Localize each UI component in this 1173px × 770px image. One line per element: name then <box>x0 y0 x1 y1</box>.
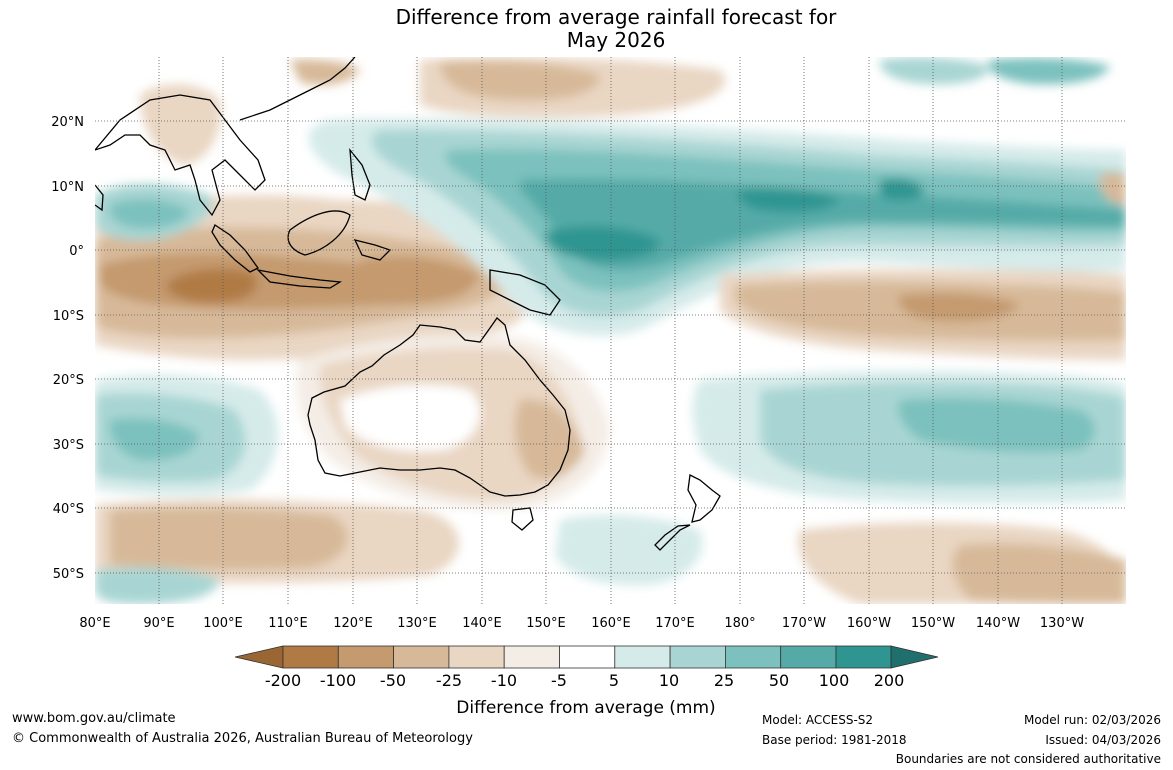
lon-label: 170°E <box>655 616 695 631</box>
colorbar-cell <box>614 645 671 669</box>
colorbar-cell <box>448 645 505 669</box>
lon-label: 90°E <box>143 616 174 631</box>
lon-label: 120°E <box>333 616 373 631</box>
lon-label: 100°E <box>203 616 243 631</box>
colorbar-cell <box>234 645 284 669</box>
colorbar-cell <box>282 645 339 669</box>
colorbar-tick-label: -100 <box>320 671 356 690</box>
lon-label: 130°E <box>397 616 437 631</box>
lon-label: 140°E <box>462 616 502 631</box>
colorbar-tick-label: -50 <box>380 671 406 690</box>
lat-label: 10°N <box>51 180 84 195</box>
lon-label: 80°E <box>79 616 110 631</box>
rainfall-anomaly-field <box>95 57 1126 604</box>
colorbar-cell <box>890 645 939 669</box>
colorbar-cell <box>725 645 782 669</box>
website-link[interactable]: www.bom.gov.au/climate <box>12 711 176 726</box>
colorbar-tick-label: 10 <box>659 671 679 690</box>
colorbar-cell <box>669 645 726 669</box>
colorbar-cell <box>393 645 450 669</box>
lat-label: 20°N <box>51 115 84 130</box>
lon-label: 140°W <box>976 616 1020 631</box>
lat-label: 50°S <box>53 567 84 582</box>
colorbar-tick-label: 200 <box>874 671 905 690</box>
lat-label: 10°S <box>53 309 84 324</box>
base-period-text: Base period: 1981-2018 <box>762 733 907 747</box>
lon-label: 160°W <box>847 616 891 631</box>
colorbar-title: Difference from average (mm) <box>456 698 715 718</box>
lat-label: 40°S <box>53 502 84 517</box>
colorbar-cell <box>835 645 892 669</box>
colorbar-cell <box>559 645 616 669</box>
lon-label: 130°W <box>1040 616 1084 631</box>
colorbar-tick-label: 25 <box>714 671 734 690</box>
disclaimer-text: Boundaries are not considered authoritat… <box>895 752 1161 766</box>
map-title-line2: May 2026 <box>566 28 666 52</box>
lat-label: 20°S <box>53 373 84 388</box>
colorbar-tick-label: -10 <box>491 671 517 690</box>
issued-text: Issued: 04/03/2026 <box>1045 733 1161 747</box>
colorbar-cell <box>503 645 560 669</box>
lon-label: 150°W <box>911 616 955 631</box>
colorbar-tick-label: 50 <box>769 671 789 690</box>
lon-label: 160°E <box>591 616 631 631</box>
colorbar-tick-label: -200 <box>265 671 301 690</box>
lon-label: 150°E <box>526 616 566 631</box>
map-title-line1: Difference from average rainfall forecas… <box>395 5 837 29</box>
colorbar-cell <box>780 645 837 669</box>
colorbar-tick-label: 100 <box>819 671 850 690</box>
copyright-text: © Commonwealth of Australia 2026, Austra… <box>12 731 473 746</box>
lon-label: 170°W <box>782 616 826 631</box>
colorbar-tick-label: 5 <box>609 671 619 690</box>
lon-label: 180° <box>724 616 755 631</box>
colorbar-tick-label: -25 <box>436 671 462 690</box>
lon-label: 110°E <box>268 616 308 631</box>
model-run-text: Model run: 02/03/2026 <box>1023 713 1161 727</box>
lat-label: 30°S <box>53 438 84 453</box>
colorbar-tick-label: -5 <box>551 671 567 690</box>
lat-label: 0° <box>69 244 84 259</box>
colorbar <box>234 645 939 669</box>
colorbar-cell <box>337 645 394 669</box>
model-text: Model: ACCESS-S2 <box>762 713 874 727</box>
